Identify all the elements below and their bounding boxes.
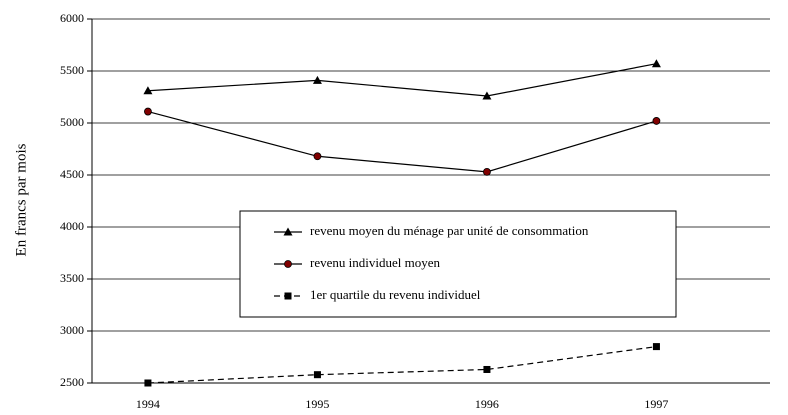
x-tick-label: 1997 xyxy=(644,397,668,411)
marker xyxy=(284,260,292,268)
legend-box xyxy=(239,210,677,318)
marker xyxy=(313,371,321,379)
marker xyxy=(143,86,153,95)
marker xyxy=(144,107,152,116)
marker xyxy=(313,152,322,161)
y-tick-label: 4000 xyxy=(60,219,84,233)
y-tick-label: 2500 xyxy=(60,375,84,389)
marker xyxy=(312,75,322,84)
y-tick-label: 6000 xyxy=(60,11,84,25)
marker xyxy=(283,227,293,236)
marker xyxy=(651,59,661,68)
y-tick-label: 5500 xyxy=(60,63,84,77)
y-tick-label: 3000 xyxy=(60,323,84,337)
x-tick-label: 1995 xyxy=(305,397,329,411)
y-tick-label: 4500 xyxy=(60,167,84,181)
y-tick-label: 5000 xyxy=(60,115,84,129)
x-tick-label: 1996 xyxy=(475,397,499,411)
legend-label: revenu moyen du ménage par unité de cons… xyxy=(310,223,589,238)
marker xyxy=(482,91,492,100)
series-line xyxy=(147,110,657,173)
y-tick-label: 3500 xyxy=(60,271,84,285)
marker xyxy=(483,167,491,176)
marker xyxy=(144,379,152,387)
series-line xyxy=(147,63,657,97)
x-tick-label: 1994 xyxy=(136,397,160,411)
legend: revenu moyen du ménage par unité de cons… xyxy=(239,210,677,318)
series-line xyxy=(147,346,657,384)
marker xyxy=(483,365,491,373)
marker xyxy=(652,343,660,351)
marker xyxy=(652,117,661,125)
marker xyxy=(284,292,292,300)
legend-label: revenu individuel moyen xyxy=(310,255,440,270)
y-axis-label: En francs par mois xyxy=(13,143,29,256)
legend-label: 1er quartile du revenu individuel xyxy=(310,287,481,302)
